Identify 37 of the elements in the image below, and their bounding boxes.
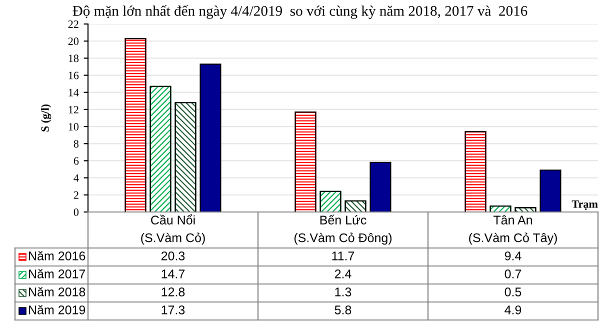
x-tick-label: Bến Lức (S.Vàm Cỏ Đông): [294, 214, 392, 245]
data-label: 4.9: [504, 306, 522, 314]
data-label: 11.7: [332, 252, 354, 260]
data-label: 0.5: [504, 288, 522, 296]
bar: [540, 170, 562, 212]
data-label: 9.4: [504, 252, 522, 260]
y-tick-label: 20: [68, 38, 79, 46]
data-label: 5.8: [334, 306, 352, 314]
y-tick-label: 4: [74, 174, 79, 182]
y-tick-label: 2: [74, 191, 78, 199]
data-label: 2.4: [334, 270, 352, 278]
legend-label: Năm 2016: [29, 251, 86, 260]
y-tick-label: 16: [68, 72, 79, 80]
y-tick-label: 14: [68, 88, 79, 96]
data-label: 0.7: [504, 270, 522, 278]
bar: [370, 162, 392, 212]
y-tick-label: 0: [74, 208, 79, 216]
x-tick-label: Cầu Nổi (S.Vàm Cỏ): [141, 214, 205, 245]
y-tick-label: 12: [68, 106, 78, 114]
data-label: 12.8: [162, 288, 185, 296]
y-axis-title: S (g/l): [41, 104, 52, 132]
bar: [200, 64, 222, 212]
y-tick-label: 18: [68, 54, 79, 62]
chart-title: Độ mặn lớn nhất đến ngày 4/4/2019 so với cùng kỳ năm 2018, 2017 và 2016: [72, 5, 528, 19]
legend-label: Năm 2018: [29, 287, 86, 296]
data-label: 17.3: [162, 306, 185, 314]
x-tick-label: Tân An (S.Vàm Cỏ Tây): [469, 215, 557, 245]
x-axis-title: Trạm: [572, 200, 598, 210]
y-tick-label: 6: [74, 157, 79, 165]
legend-label: Năm 2019: [29, 305, 86, 314]
y-tick-label: 10: [68, 123, 79, 131]
y-tick-label: 22: [68, 20, 78, 28]
y-tick-label: 8: [74, 140, 79, 148]
data-label: 14.7: [162, 270, 185, 278]
data-label: 1.3: [335, 288, 352, 296]
legend-label: Năm 2017: [29, 269, 86, 278]
data-label: 20.3: [161, 252, 185, 260]
